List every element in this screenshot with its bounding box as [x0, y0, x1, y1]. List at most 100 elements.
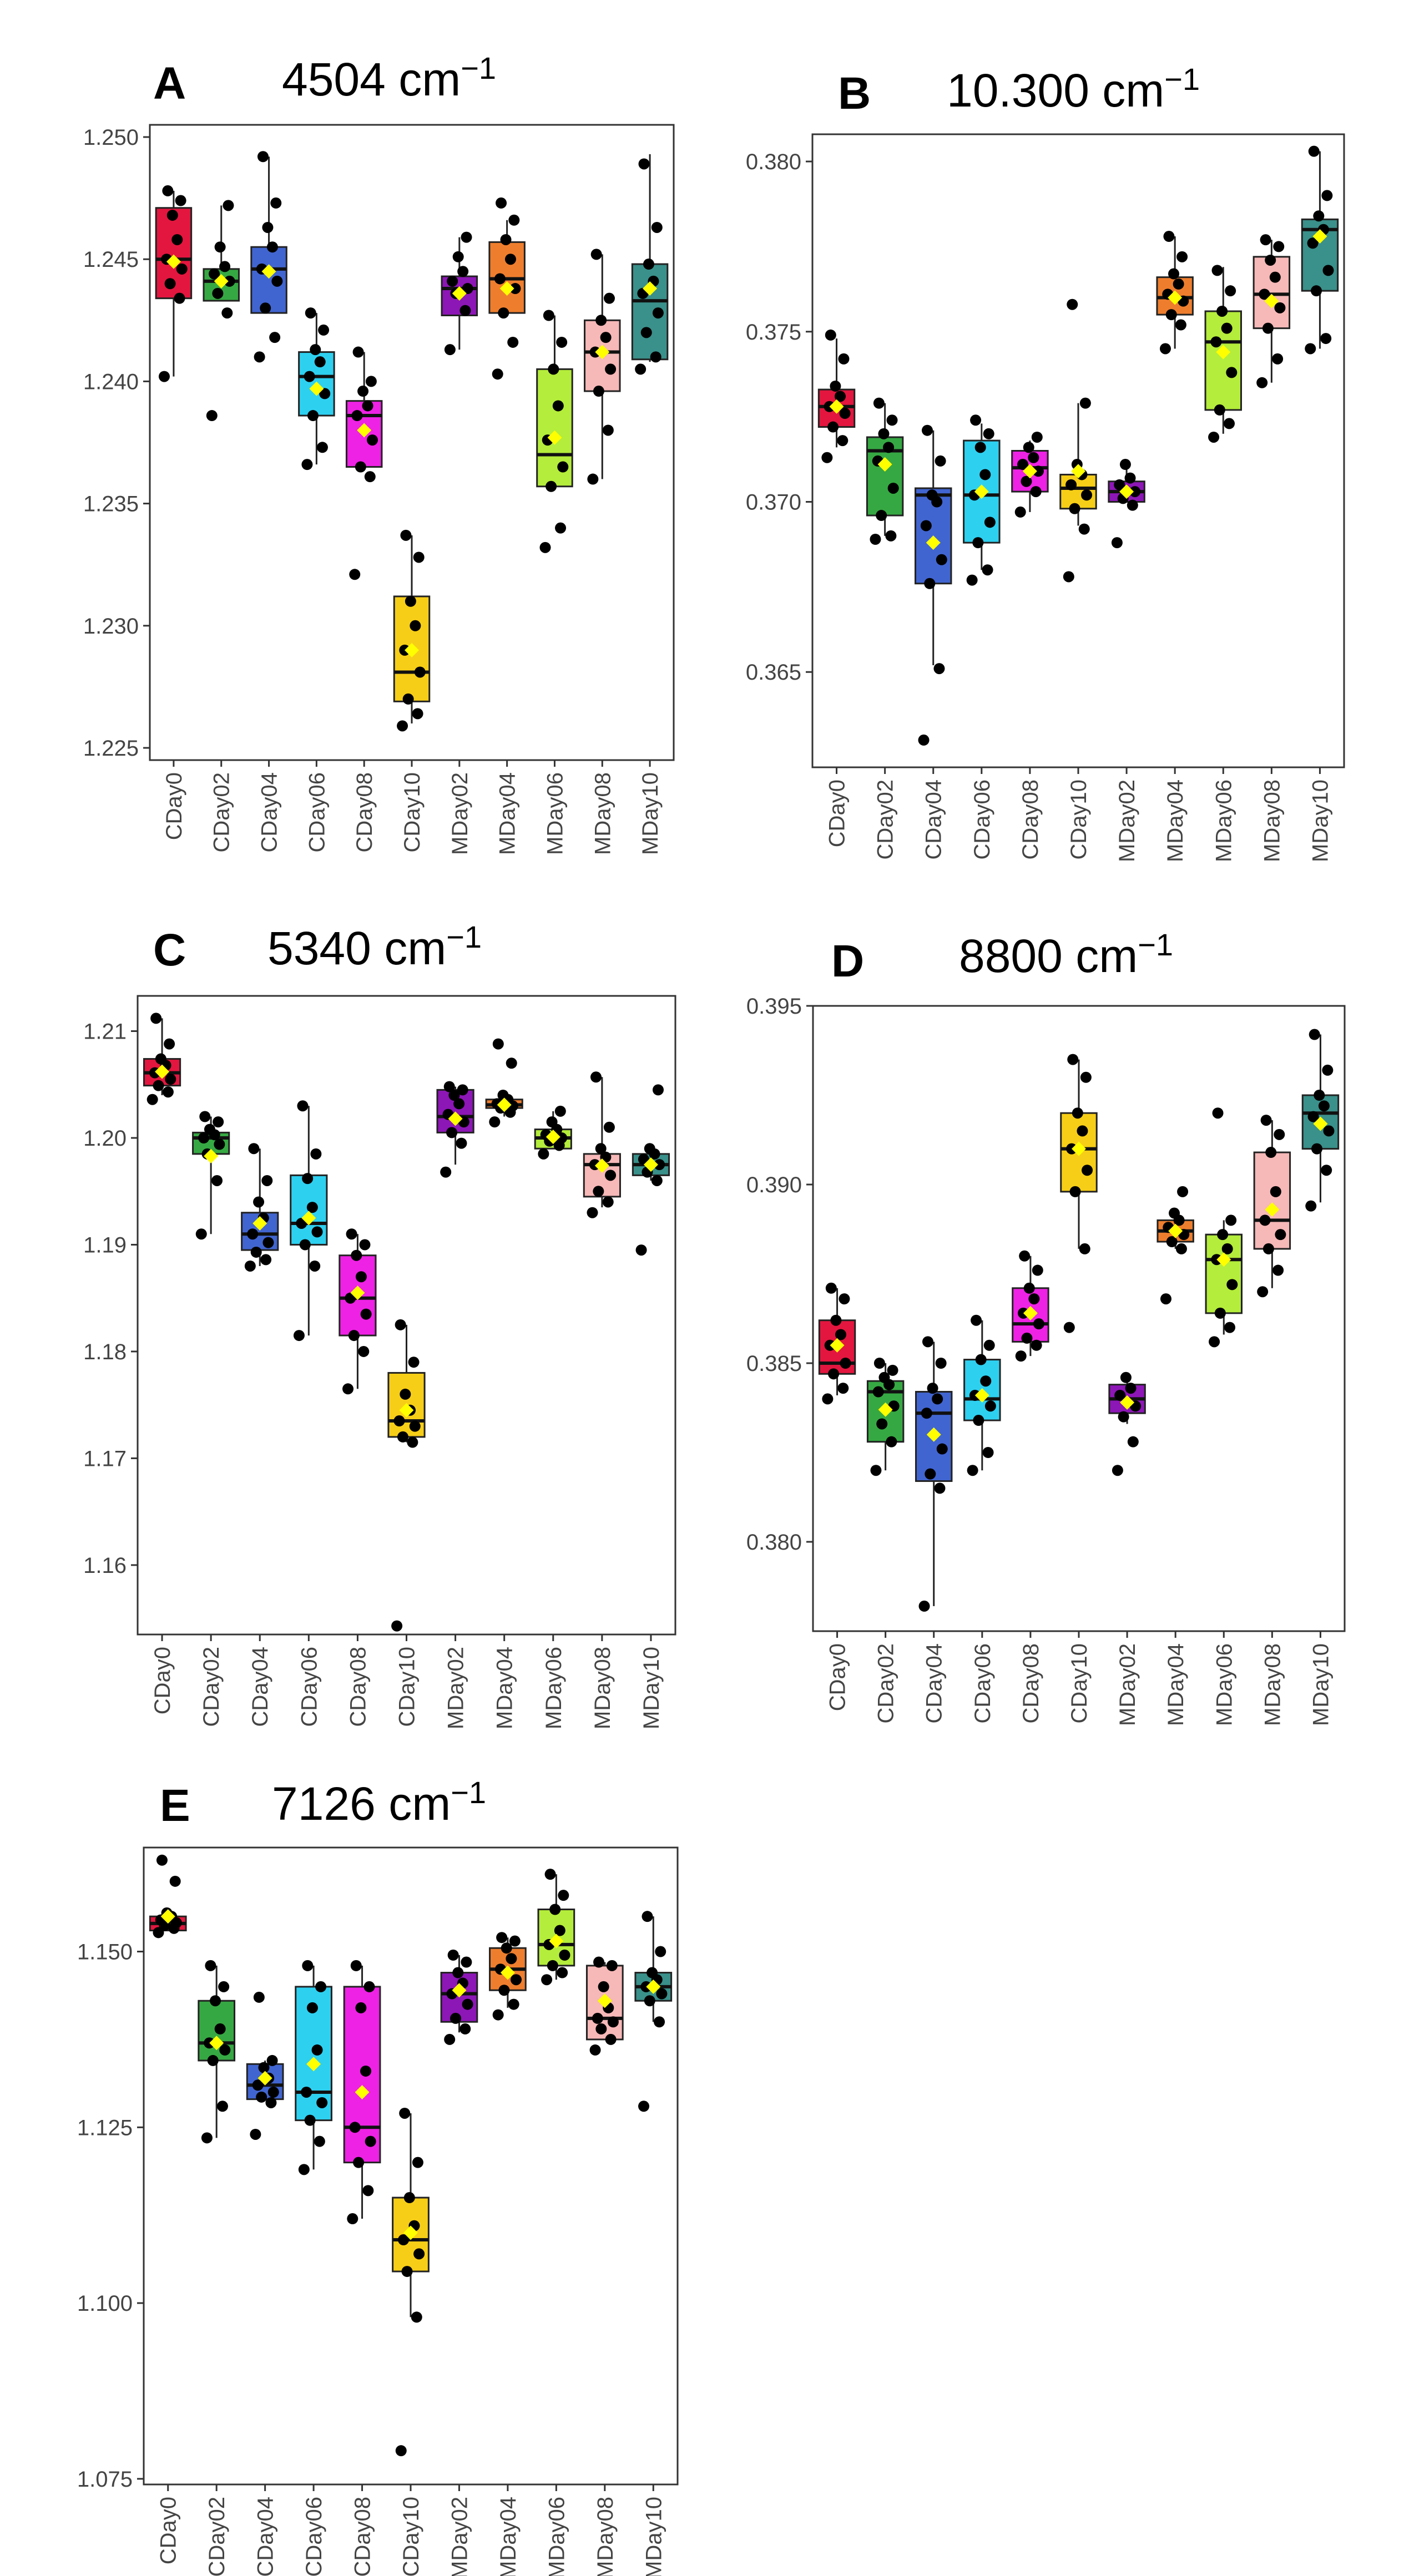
data-point [1169, 1207, 1180, 1219]
data-point [887, 1364, 898, 1376]
mean-marker [1119, 484, 1134, 499]
data-point [457, 266, 469, 277]
data-point [360, 2065, 372, 2077]
panel-a-box-mday02 [441, 231, 478, 356]
data-point [207, 2054, 219, 2066]
panel-e-x-tick-label: CDay06 [302, 2497, 326, 2576]
data-point [1031, 431, 1043, 443]
data-point [253, 1196, 265, 1208]
data-point [266, 241, 278, 253]
panel-c-y-tick-label: 1.20 [83, 1126, 127, 1151]
data-point [936, 1443, 948, 1455]
data-point [825, 329, 836, 341]
panel-a-box-cday04 [250, 151, 287, 363]
data-point [304, 2114, 316, 2126]
data-point [935, 455, 946, 467]
data-point [316, 2097, 328, 2108]
data-point [410, 620, 421, 631]
data-point [366, 434, 378, 446]
data-point [1274, 1128, 1285, 1140]
panel-c-x-tick-label: CDay10 [395, 1647, 420, 1727]
data-point [363, 1981, 375, 1992]
data-point [593, 1186, 604, 1197]
data-point [1305, 343, 1316, 355]
data-point [1262, 322, 1274, 334]
panel-c-y-tick-label: 1.21 [83, 1020, 127, 1044]
data-point [319, 388, 331, 399]
data-point [164, 1038, 175, 1050]
data-point [602, 424, 614, 436]
data-point [834, 391, 846, 402]
data-point [347, 2213, 358, 2225]
data-point [1221, 1243, 1233, 1254]
data-point [589, 2044, 601, 2056]
mean-marker [1071, 464, 1085, 479]
data-point [638, 158, 650, 170]
panel-d-x-tick-label: CDay08 [1019, 1643, 1043, 1724]
data-point [592, 2012, 603, 2024]
data-point [1014, 506, 1026, 518]
data-point [494, 273, 506, 285]
panel-a-box-cday02 [203, 200, 240, 422]
panel-a-x-tick-label: MDay02 [448, 772, 472, 855]
panel-b-y-tick-label: 0.375 [746, 320, 801, 345]
data-point [298, 2164, 310, 2175]
data-point [828, 1368, 840, 1380]
panel-a-x-tick-label: MDay04 [496, 772, 520, 855]
data-point [1273, 241, 1285, 252]
data-point [260, 302, 271, 314]
data-point [355, 1271, 367, 1283]
data-point [256, 2091, 267, 2103]
panel-d-box-mday02 [1108, 1371, 1146, 1476]
mean-marker [301, 1211, 316, 1226]
data-point [822, 1393, 834, 1405]
data-point [349, 569, 361, 580]
data-point [827, 421, 839, 433]
data-point [307, 410, 319, 422]
data-point [395, 1319, 406, 1330]
panel-e-box-mday02 [440, 1949, 478, 2045]
data-point [497, 1090, 509, 1101]
data-point [462, 283, 473, 295]
data-point [651, 221, 663, 233]
data-point [642, 1911, 653, 1922]
panel-b-x-tick-label: CDay02 [873, 780, 898, 860]
data-point [201, 2132, 213, 2144]
data-point [508, 214, 520, 226]
data-point [549, 1904, 561, 1915]
mean-marker [257, 2071, 272, 2086]
data-point [1127, 1436, 1139, 1448]
panel-c-box-mday04 [485, 1038, 523, 1128]
data-point [355, 461, 366, 473]
data-point [1031, 1339, 1042, 1351]
data-point [966, 574, 978, 586]
data-point [1212, 1107, 1224, 1119]
data-point [635, 363, 647, 375]
panel-c-box-cday10 [387, 1319, 426, 1632]
mean-marker [160, 1909, 175, 1924]
panel-c-x-tick-label: MDay06 [542, 1647, 566, 1729]
data-point [301, 459, 313, 470]
data-point [1305, 1200, 1317, 1212]
data-point [652, 307, 664, 319]
data-point [870, 1465, 882, 1476]
data-point [590, 249, 602, 260]
data-point [1118, 1411, 1129, 1423]
data-point [873, 1358, 885, 1369]
panel-e-x-tick-label: CDay10 [399, 2497, 423, 2576]
data-point [498, 1985, 510, 1996]
data-point [205, 1960, 216, 1971]
data-point [214, 241, 226, 253]
mean-marker [877, 457, 892, 472]
data-point [414, 666, 426, 678]
data-point [413, 2248, 425, 2260]
data-point [399, 2107, 411, 2119]
data-point [921, 1408, 932, 1419]
mean-marker [309, 381, 324, 396]
data-point [1224, 1322, 1236, 1333]
data-point [447, 1949, 459, 1961]
data-point [174, 292, 185, 304]
panel-b-box-cday06 [963, 414, 1001, 586]
data-point [1019, 1250, 1031, 1262]
data-point [557, 461, 569, 473]
